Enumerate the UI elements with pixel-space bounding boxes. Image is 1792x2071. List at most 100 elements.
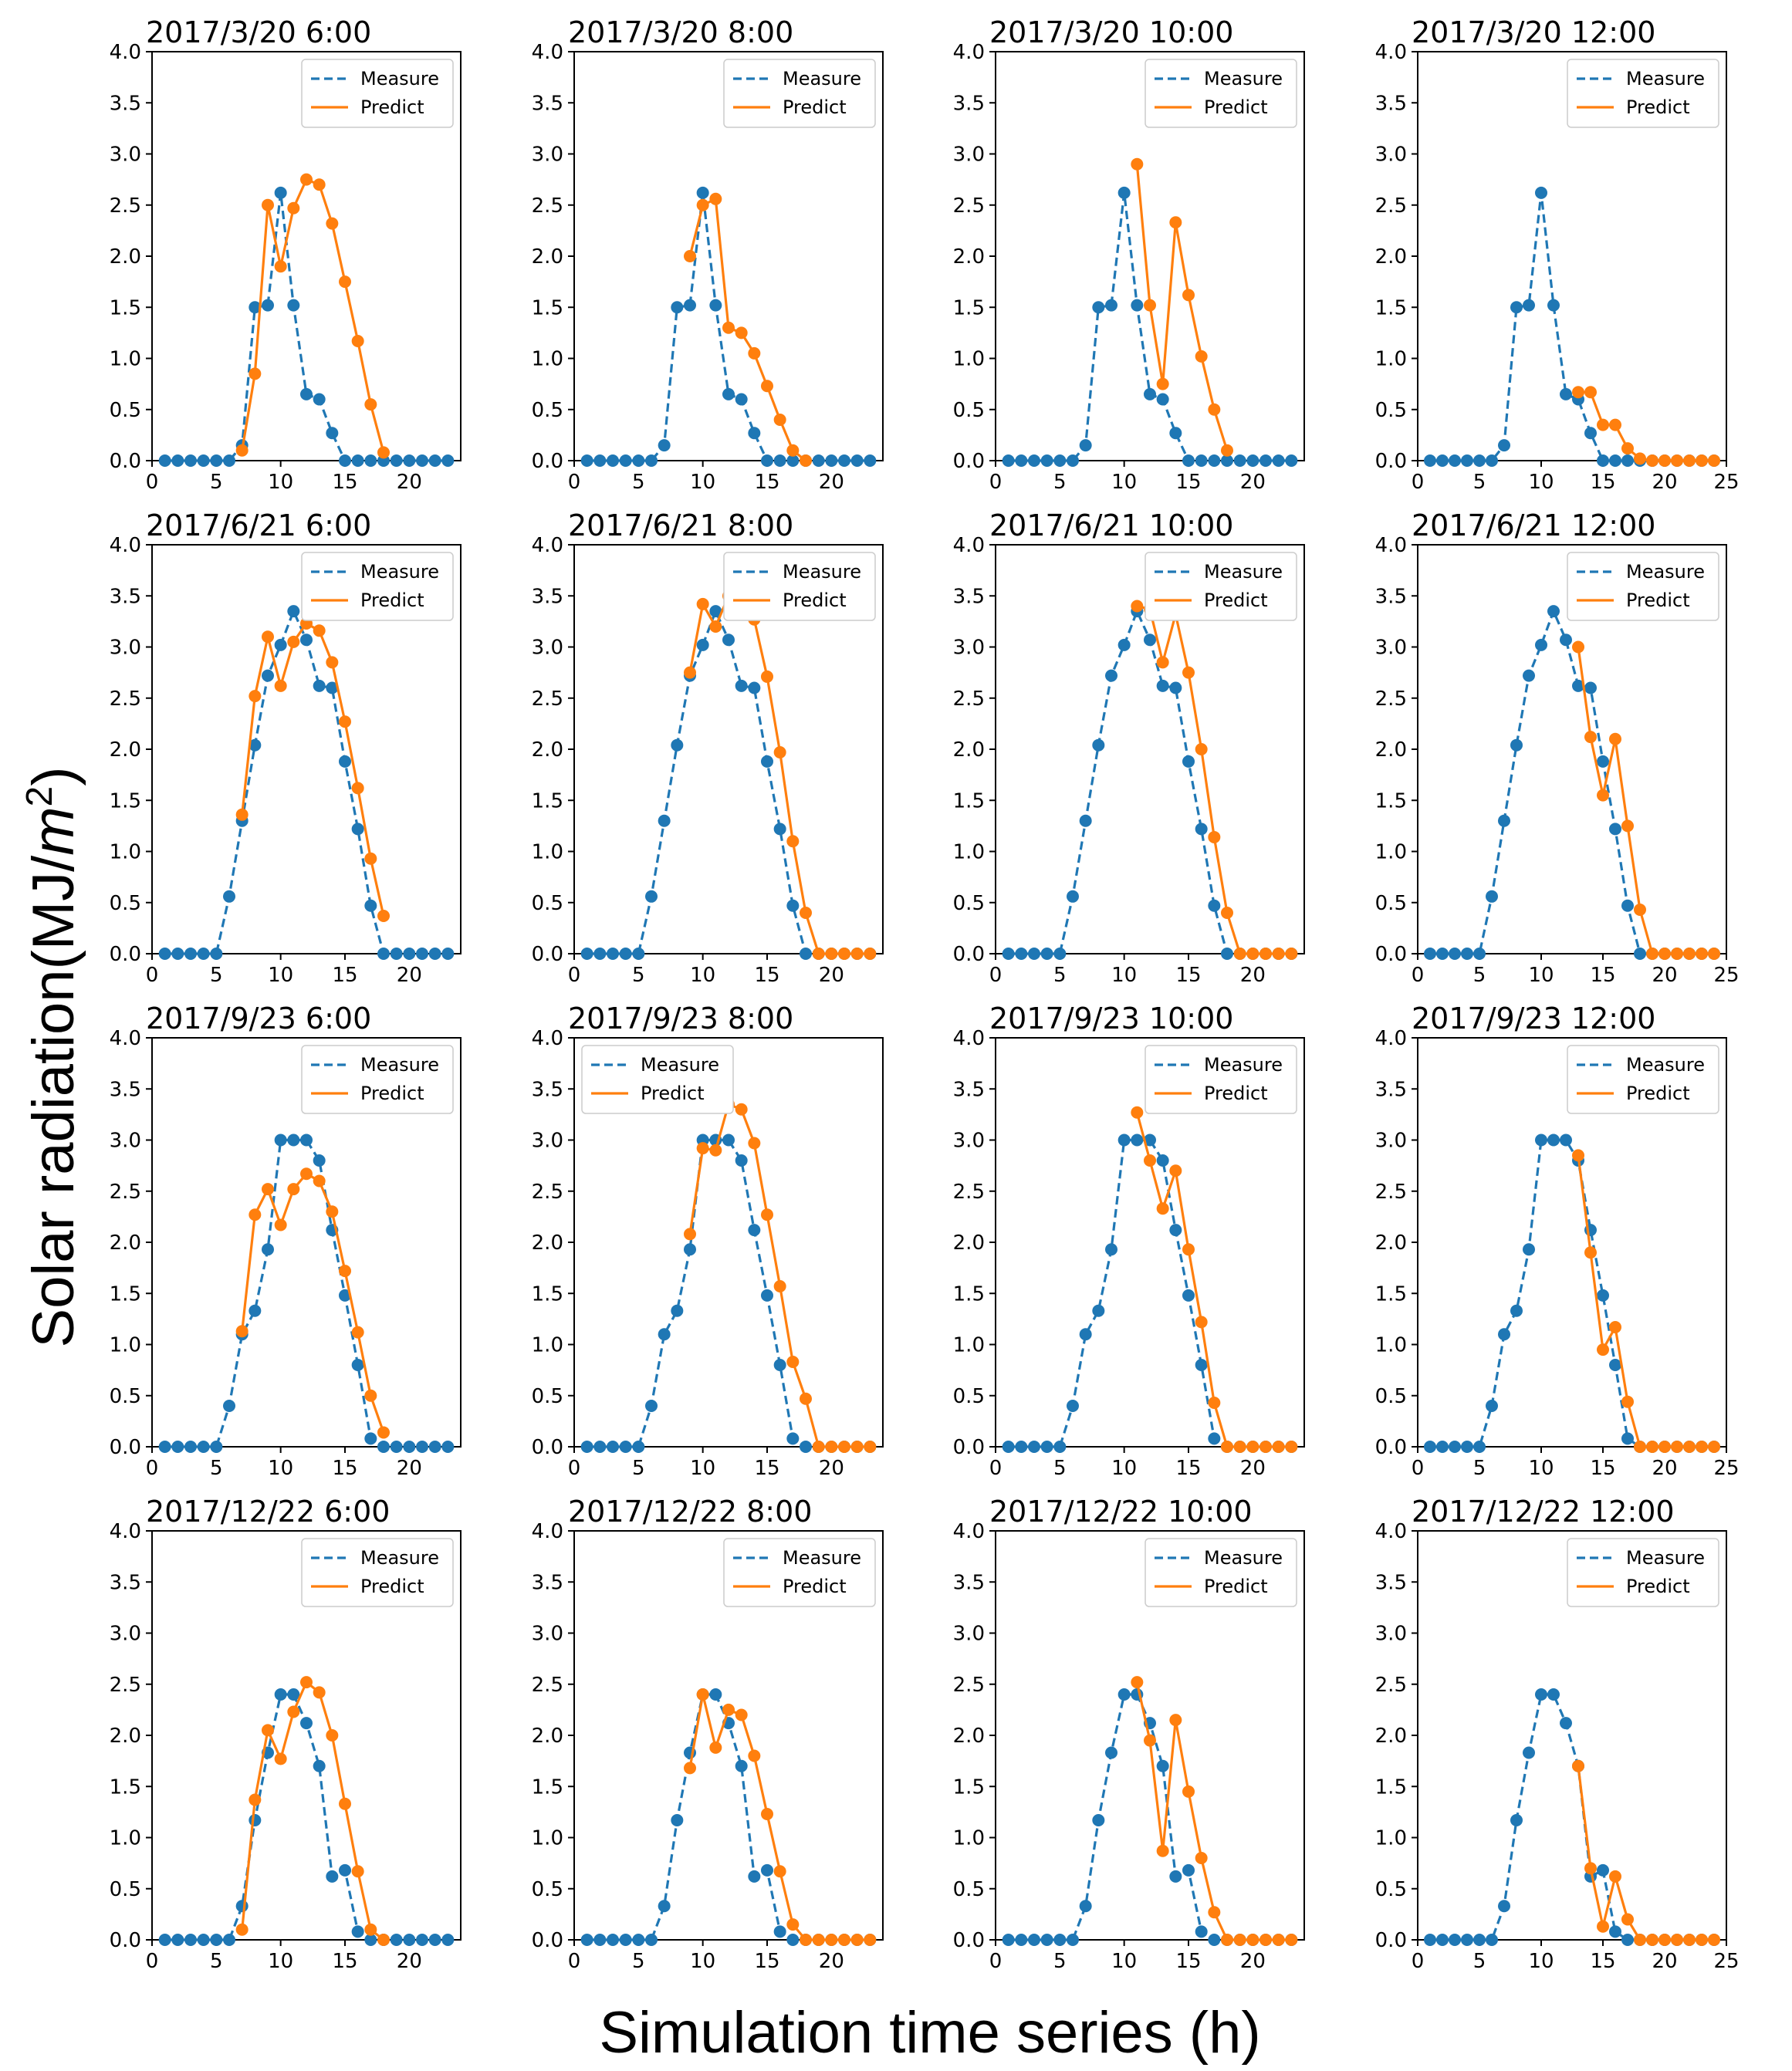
y-tick-label: 0.0 [110, 450, 141, 473]
point-measure [1169, 1224, 1182, 1237]
y-tick-label: 1.0 [1375, 841, 1407, 864]
x-tick-label: 20 [819, 964, 844, 987]
subplot-title: 2017/12/22 6:00 [146, 1495, 390, 1529]
y-tick-label: 1.0 [953, 1827, 985, 1850]
point-measure [377, 948, 390, 960]
y-tick-label: 2.5 [953, 194, 985, 218]
point-measure [313, 393, 326, 406]
y-tick-label: 2.0 [110, 245, 141, 269]
legend-label-predict: Predict [641, 1083, 705, 1104]
y-tick-label: 2.5 [110, 1674, 141, 1697]
x-tick-label: 10 [690, 1950, 715, 1973]
x-tick-label: 20 [1652, 1950, 1677, 1973]
point-measure [351, 1359, 364, 1371]
legend-label-measure: Measure [1626, 1054, 1705, 1076]
y-tick-label: 1.0 [532, 1827, 563, 1850]
y-tick-label: 3.5 [110, 585, 141, 608]
point-measure [1424, 1934, 1436, 1946]
x-tick-label: 10 [268, 1950, 293, 1973]
point-measure [1015, 948, 1028, 960]
point-measure [722, 633, 735, 647]
point-measure [1028, 454, 1040, 467]
point-measure [722, 1133, 735, 1147]
point-predict [1609, 1320, 1621, 1333]
point-measure [607, 1441, 619, 1453]
point-measure [287, 605, 300, 618]
point-measure [416, 1934, 428, 1946]
point-measure [709, 1688, 722, 1701]
y-tick-label: 4.0 [953, 534, 985, 557]
series-line-predict [1577, 647, 1714, 955]
point-predict [1572, 386, 1584, 399]
x-tick-label: 0 [146, 1950, 159, 1973]
subplot-11: 2017/9/23 10:00 0.0 0.5 1.0 1.5 2.0 2.5 3.0 3.5 4… [953, 1002, 1305, 1480]
point-measure [1621, 454, 1634, 467]
point-measure [184, 1934, 197, 1946]
point-measure [300, 387, 313, 400]
subplot-1: 2017/3/20 6:00 0.0 0.5 1.0 1.5 2.0 2.5 3.0 3.5 4.… [110, 15, 462, 494]
point-predict [1131, 157, 1144, 171]
y-tick-label: 0.0 [1375, 1929, 1407, 1952]
x-tick-label: 5 [632, 1457, 645, 1480]
x-tick-label: 15 [754, 1457, 779, 1480]
point-measure [1560, 633, 1572, 647]
legend-label-predict: Predict [783, 96, 847, 118]
point-measure [1105, 1243, 1117, 1256]
point-measure [274, 1688, 287, 1701]
x-tick-label: 0 [989, 471, 1003, 494]
point-predict [262, 1724, 274, 1737]
y-tick-label: 0.0 [1375, 943, 1407, 966]
point-measure [1131, 1133, 1144, 1147]
subplot-title: 2017/9/23 12:00 [1412, 1002, 1655, 1036]
series-line-measure [1008, 610, 1292, 955]
point-measure [773, 1925, 786, 1938]
y-tick-label: 0.0 [1375, 450, 1407, 473]
x-tick-label: 5 [1473, 1457, 1486, 1480]
point-measure [1195, 454, 1208, 467]
point-predict [1597, 1920, 1609, 1933]
point-measure [1510, 1813, 1523, 1826]
point-measure [351, 1925, 364, 1938]
point-measure [1092, 1304, 1105, 1317]
point-measure [1156, 679, 1169, 692]
legend-label-measure: Measure [1204, 68, 1283, 90]
x-tick-label: 20 [1240, 1457, 1266, 1480]
series-line-predict [1135, 164, 1229, 451]
point-measure [1535, 1133, 1547, 1147]
point-measure [1092, 1813, 1105, 1826]
subplot-4: 2017/3/20 12:00 0.0 0.5 1.0 1.5 2.0 2.5 3.0 3.5 4… [1375, 15, 1740, 494]
point-measure [326, 1870, 339, 1883]
legend: Measure Predict [581, 1045, 734, 1114]
y-tick-label: 4.0 [532, 41, 563, 64]
point-measure [1015, 1934, 1028, 1946]
y-tick-label: 1.5 [1375, 296, 1407, 319]
point-predict [850, 1934, 864, 1946]
series-line-measure [587, 1138, 871, 1448]
point-measure [1221, 454, 1233, 467]
point-measure [1053, 1441, 1067, 1453]
x-tick-label: 10 [1111, 471, 1137, 494]
point-measure [197, 1441, 210, 1453]
x-tick-label: 10 [268, 964, 293, 987]
point-predict [262, 630, 274, 644]
y-tick-label: 3.0 [532, 637, 563, 660]
x-tick-label: 5 [1053, 964, 1067, 987]
series-line-measure [587, 610, 871, 955]
point-measure [249, 738, 262, 752]
y-tick-label: 3.0 [1375, 144, 1407, 167]
point-measure [645, 454, 658, 467]
point-measure [210, 454, 223, 467]
point-predict [1696, 1934, 1708, 1946]
x-tick-label: 0 [146, 471, 159, 494]
point-measure [223, 1400, 235, 1412]
point-measure [1510, 738, 1523, 752]
legend: Measure Predict [723, 552, 876, 621]
series-line-predict [688, 198, 806, 462]
point-measure [390, 454, 403, 467]
point-measure [812, 454, 825, 467]
point-measure [300, 1133, 313, 1147]
point-predict [1259, 948, 1272, 960]
point-measure [658, 1328, 671, 1341]
point-measure [1473, 1441, 1486, 1453]
